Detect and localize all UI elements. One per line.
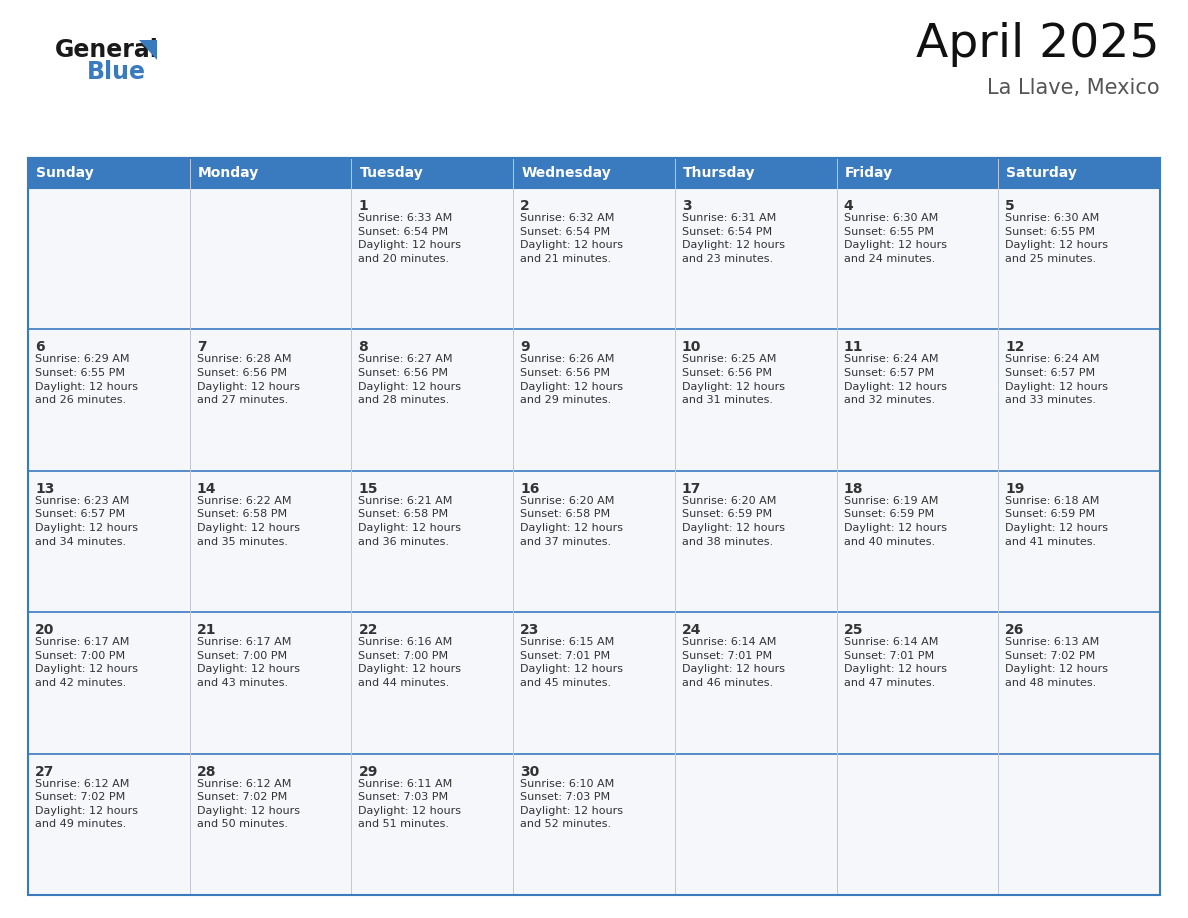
Text: Sunrise: 6:12 AM
Sunset: 7:02 PM
Daylight: 12 hours
and 50 minutes.: Sunrise: 6:12 AM Sunset: 7:02 PM Dayligh…	[197, 778, 299, 829]
Text: Sunrise: 6:24 AM
Sunset: 6:57 PM
Daylight: 12 hours
and 32 minutes.: Sunrise: 6:24 AM Sunset: 6:57 PM Dayligh…	[843, 354, 947, 405]
Text: Sunrise: 6:17 AM
Sunset: 7:00 PM
Daylight: 12 hours
and 42 minutes.: Sunrise: 6:17 AM Sunset: 7:00 PM Dayligh…	[34, 637, 138, 688]
Text: Sunrise: 6:33 AM
Sunset: 6:54 PM
Daylight: 12 hours
and 20 minutes.: Sunrise: 6:33 AM Sunset: 6:54 PM Dayligh…	[359, 213, 461, 263]
Text: 23: 23	[520, 623, 539, 637]
Text: Sunrise: 6:30 AM
Sunset: 6:55 PM
Daylight: 12 hours
and 24 minutes.: Sunrise: 6:30 AM Sunset: 6:55 PM Dayligh…	[843, 213, 947, 263]
Text: Saturday: Saturday	[1006, 166, 1078, 180]
Text: Thursday: Thursday	[683, 166, 756, 180]
Text: 9: 9	[520, 341, 530, 354]
Text: Sunrise: 6:15 AM
Sunset: 7:01 PM
Daylight: 12 hours
and 45 minutes.: Sunrise: 6:15 AM Sunset: 7:01 PM Dayligh…	[520, 637, 624, 688]
Text: 28: 28	[197, 765, 216, 778]
Text: Sunrise: 6:30 AM
Sunset: 6:55 PM
Daylight: 12 hours
and 25 minutes.: Sunrise: 6:30 AM Sunset: 6:55 PM Dayligh…	[1005, 213, 1108, 263]
Text: Sunrise: 6:31 AM
Sunset: 6:54 PM
Daylight: 12 hours
and 23 minutes.: Sunrise: 6:31 AM Sunset: 6:54 PM Dayligh…	[682, 213, 785, 263]
Bar	[29, 158, 1159, 895]
Text: General: General	[55, 38, 159, 62]
Text: Tuesday: Tuesday	[360, 166, 423, 180]
Text: 5: 5	[1005, 199, 1015, 213]
Text: 29: 29	[359, 765, 378, 778]
Text: April 2025: April 2025	[916, 22, 1159, 67]
Text: Sunrise: 6:20 AM
Sunset: 6:58 PM
Daylight: 12 hours
and 37 minutes.: Sunrise: 6:20 AM Sunset: 6:58 PM Dayligh…	[520, 496, 624, 546]
Text: 20: 20	[34, 623, 55, 637]
Text: Sunrise: 6:19 AM
Sunset: 6:59 PM
Daylight: 12 hours
and 40 minutes.: Sunrise: 6:19 AM Sunset: 6:59 PM Dayligh…	[843, 496, 947, 546]
Text: Monday: Monday	[197, 166, 259, 180]
Text: Sunrise: 6:17 AM
Sunset: 7:00 PM
Daylight: 12 hours
and 43 minutes.: Sunrise: 6:17 AM Sunset: 7:00 PM Dayligh…	[197, 637, 299, 688]
Text: 1: 1	[359, 199, 368, 213]
Text: 25: 25	[843, 623, 862, 637]
Text: 22: 22	[359, 623, 378, 637]
Text: Sunrise: 6:24 AM
Sunset: 6:57 PM
Daylight: 12 hours
and 33 minutes.: Sunrise: 6:24 AM Sunset: 6:57 PM Dayligh…	[1005, 354, 1108, 405]
Text: Sunrise: 6:16 AM
Sunset: 7:00 PM
Daylight: 12 hours
and 44 minutes.: Sunrise: 6:16 AM Sunset: 7:00 PM Dayligh…	[359, 637, 461, 688]
Text: 3: 3	[682, 199, 691, 213]
Text: 21: 21	[197, 623, 216, 637]
Text: Sunrise: 6:27 AM
Sunset: 6:56 PM
Daylight: 12 hours
and 28 minutes.: Sunrise: 6:27 AM Sunset: 6:56 PM Dayligh…	[359, 354, 461, 405]
Text: Wednesday: Wednesday	[522, 166, 611, 180]
Text: Sunrise: 6:23 AM
Sunset: 6:57 PM
Daylight: 12 hours
and 34 minutes.: Sunrise: 6:23 AM Sunset: 6:57 PM Dayligh…	[34, 496, 138, 546]
Text: 14: 14	[197, 482, 216, 496]
Text: 11: 11	[843, 341, 862, 354]
Text: Sunrise: 6:12 AM
Sunset: 7:02 PM
Daylight: 12 hours
and 49 minutes.: Sunrise: 6:12 AM Sunset: 7:02 PM Dayligh…	[34, 778, 138, 829]
Text: Sunrise: 6:10 AM
Sunset: 7:03 PM
Daylight: 12 hours
and 52 minutes.: Sunrise: 6:10 AM Sunset: 7:03 PM Dayligh…	[520, 778, 624, 829]
Text: Sunrise: 6:29 AM
Sunset: 6:55 PM
Daylight: 12 hours
and 26 minutes.: Sunrise: 6:29 AM Sunset: 6:55 PM Dayligh…	[34, 354, 138, 405]
Text: Sunrise: 6:14 AM
Sunset: 7:01 PM
Daylight: 12 hours
and 46 minutes.: Sunrise: 6:14 AM Sunset: 7:01 PM Dayligh…	[682, 637, 785, 688]
Text: Sunrise: 6:28 AM
Sunset: 6:56 PM
Daylight: 12 hours
and 27 minutes.: Sunrise: 6:28 AM Sunset: 6:56 PM Dayligh…	[197, 354, 299, 405]
Text: Sunrise: 6:22 AM
Sunset: 6:58 PM
Daylight: 12 hours
and 35 minutes.: Sunrise: 6:22 AM Sunset: 6:58 PM Dayligh…	[197, 496, 299, 546]
Text: Sunrise: 6:21 AM
Sunset: 6:58 PM
Daylight: 12 hours
and 36 minutes.: Sunrise: 6:21 AM Sunset: 6:58 PM Dayligh…	[359, 496, 461, 546]
Text: 2: 2	[520, 199, 530, 213]
Text: Sunrise: 6:32 AM
Sunset: 6:54 PM
Daylight: 12 hours
and 21 minutes.: Sunrise: 6:32 AM Sunset: 6:54 PM Dayligh…	[520, 213, 624, 263]
Text: 8: 8	[359, 341, 368, 354]
Text: Sunrise: 6:18 AM
Sunset: 6:59 PM
Daylight: 12 hours
and 41 minutes.: Sunrise: 6:18 AM Sunset: 6:59 PM Dayligh…	[1005, 496, 1108, 546]
Text: Sunrise: 6:14 AM
Sunset: 7:01 PM
Daylight: 12 hours
and 47 minutes.: Sunrise: 6:14 AM Sunset: 7:01 PM Dayligh…	[843, 637, 947, 688]
Text: 19: 19	[1005, 482, 1025, 496]
Text: 17: 17	[682, 482, 701, 496]
Text: 13: 13	[34, 482, 55, 496]
Text: 26: 26	[1005, 623, 1025, 637]
Text: 10: 10	[682, 341, 701, 354]
Text: 7: 7	[197, 341, 207, 354]
Text: 30: 30	[520, 765, 539, 778]
Text: Sunrise: 6:13 AM
Sunset: 7:02 PM
Daylight: 12 hours
and 48 minutes.: Sunrise: 6:13 AM Sunset: 7:02 PM Dayligh…	[1005, 637, 1108, 688]
Text: 4: 4	[843, 199, 853, 213]
Text: Sunrise: 6:11 AM
Sunset: 7:03 PM
Daylight: 12 hours
and 51 minutes.: Sunrise: 6:11 AM Sunset: 7:03 PM Dayligh…	[359, 778, 461, 829]
Text: Friday: Friday	[845, 166, 892, 180]
Text: 24: 24	[682, 623, 701, 637]
Text: Sunrise: 6:26 AM
Sunset: 6:56 PM
Daylight: 12 hours
and 29 minutes.: Sunrise: 6:26 AM Sunset: 6:56 PM Dayligh…	[520, 354, 624, 405]
Text: 6: 6	[34, 341, 45, 354]
Text: 15: 15	[359, 482, 378, 496]
Text: La Llave, Mexico: La Llave, Mexico	[987, 78, 1159, 98]
Text: 18: 18	[843, 482, 862, 496]
Text: Blue: Blue	[87, 60, 146, 84]
Bar	[29, 188, 1159, 895]
Bar	[29, 158, 1159, 188]
Text: Sunrise: 6:25 AM
Sunset: 6:56 PM
Daylight: 12 hours
and 31 minutes.: Sunrise: 6:25 AM Sunset: 6:56 PM Dayligh…	[682, 354, 785, 405]
Text: Sunrise: 6:20 AM
Sunset: 6:59 PM
Daylight: 12 hours
and 38 minutes.: Sunrise: 6:20 AM Sunset: 6:59 PM Dayligh…	[682, 496, 785, 546]
Text: Sunday: Sunday	[36, 166, 94, 180]
Text: 12: 12	[1005, 341, 1025, 354]
Text: 16: 16	[520, 482, 539, 496]
Text: 27: 27	[34, 765, 55, 778]
Polygon shape	[139, 40, 157, 60]
